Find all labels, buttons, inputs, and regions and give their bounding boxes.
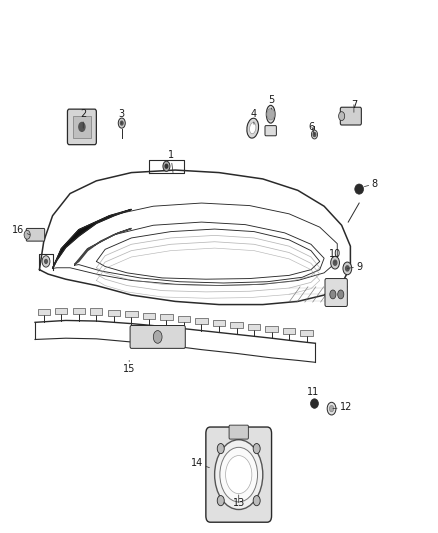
- FancyBboxPatch shape: [26, 229, 45, 241]
- FancyBboxPatch shape: [125, 311, 138, 317]
- Text: 8: 8: [364, 179, 378, 189]
- FancyBboxPatch shape: [108, 310, 120, 316]
- Text: 7: 7: [351, 100, 357, 112]
- Text: 14: 14: [191, 458, 209, 468]
- Circle shape: [311, 130, 318, 139]
- Circle shape: [329, 406, 334, 412]
- Circle shape: [313, 133, 316, 136]
- FancyBboxPatch shape: [90, 309, 102, 314]
- Circle shape: [327, 402, 336, 415]
- FancyBboxPatch shape: [206, 427, 272, 522]
- Circle shape: [346, 266, 349, 271]
- Circle shape: [118, 118, 125, 128]
- Text: 16: 16: [12, 225, 30, 235]
- Text: 6: 6: [309, 122, 315, 134]
- Circle shape: [226, 456, 252, 494]
- Circle shape: [217, 496, 224, 506]
- FancyBboxPatch shape: [265, 326, 278, 332]
- Circle shape: [163, 161, 170, 171]
- Circle shape: [330, 290, 336, 299]
- Circle shape: [338, 290, 344, 299]
- FancyBboxPatch shape: [178, 316, 190, 322]
- Text: 10: 10: [329, 249, 341, 262]
- Text: 11: 11: [307, 387, 319, 401]
- Polygon shape: [53, 209, 131, 269]
- Ellipse shape: [266, 106, 275, 123]
- Text: 12: 12: [333, 402, 352, 413]
- Ellipse shape: [250, 123, 256, 134]
- Text: 15: 15: [123, 360, 135, 374]
- Text: 13: 13: [233, 495, 245, 507]
- FancyBboxPatch shape: [38, 309, 50, 316]
- Circle shape: [220, 447, 258, 502]
- Circle shape: [153, 330, 162, 343]
- FancyBboxPatch shape: [248, 324, 260, 330]
- Circle shape: [24, 230, 30, 239]
- FancyBboxPatch shape: [73, 116, 91, 138]
- Text: 3: 3: [119, 109, 125, 124]
- Circle shape: [253, 443, 260, 454]
- FancyBboxPatch shape: [283, 328, 295, 334]
- Circle shape: [215, 440, 263, 510]
- Text: 1: 1: [168, 150, 174, 173]
- FancyBboxPatch shape: [229, 425, 248, 439]
- Text: 2: 2: [80, 109, 86, 128]
- Circle shape: [339, 112, 345, 120]
- FancyBboxPatch shape: [160, 314, 173, 320]
- Ellipse shape: [311, 399, 318, 408]
- FancyBboxPatch shape: [340, 107, 361, 125]
- FancyBboxPatch shape: [265, 126, 276, 136]
- FancyBboxPatch shape: [213, 320, 225, 326]
- Circle shape: [217, 443, 224, 454]
- Circle shape: [42, 256, 50, 267]
- Circle shape: [45, 260, 47, 263]
- Circle shape: [253, 496, 260, 506]
- Polygon shape: [74, 229, 131, 264]
- FancyBboxPatch shape: [325, 279, 347, 306]
- Circle shape: [165, 164, 168, 168]
- Circle shape: [331, 256, 339, 269]
- FancyBboxPatch shape: [143, 312, 155, 319]
- Circle shape: [343, 262, 352, 274]
- Circle shape: [79, 123, 85, 131]
- FancyBboxPatch shape: [130, 326, 185, 349]
- Circle shape: [120, 121, 123, 125]
- FancyBboxPatch shape: [73, 308, 85, 314]
- FancyBboxPatch shape: [55, 308, 67, 314]
- FancyBboxPatch shape: [67, 109, 96, 144]
- Text: 5: 5: [268, 95, 275, 109]
- FancyBboxPatch shape: [230, 322, 243, 328]
- FancyBboxPatch shape: [300, 329, 313, 336]
- Ellipse shape: [355, 184, 364, 194]
- Circle shape: [267, 109, 275, 120]
- Circle shape: [333, 260, 337, 265]
- Text: 4: 4: [250, 109, 256, 124]
- Ellipse shape: [247, 118, 258, 138]
- FancyBboxPatch shape: [195, 318, 208, 324]
- Text: 9: 9: [347, 262, 362, 271]
